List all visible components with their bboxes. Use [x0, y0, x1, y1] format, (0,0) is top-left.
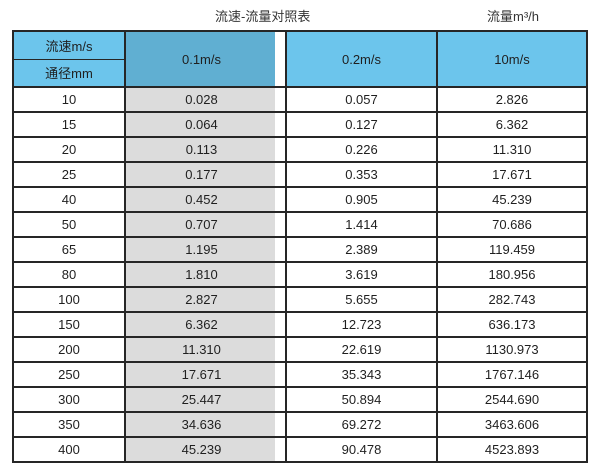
- diameter-cell: 350: [14, 413, 126, 436]
- diameter-cell: 400: [14, 438, 126, 461]
- diameter-cell: 100: [14, 288, 126, 311]
- table-row: 80 1.810 3.619 180.956: [14, 261, 586, 286]
- table-row: 65 1.195 2.389 119.459: [14, 236, 586, 261]
- flow-0-2ms-cell: 0.226: [287, 138, 438, 161]
- flow-10ms-cell: 180.956: [488, 267, 536, 282]
- flow-10ms-cell: 11.310: [492, 142, 532, 157]
- flow-0-1ms-cell: 25.447: [126, 388, 287, 411]
- flow-0-1ms-cell: 0.113: [126, 138, 287, 161]
- table-row: 10 0.028 0.057 2.826: [14, 86, 586, 111]
- table-row: 350 34.636 69.272 3463.606: [14, 411, 586, 436]
- flow-0-2ms-cell: 12.723: [287, 313, 438, 336]
- diameter-cell: 20: [14, 138, 126, 161]
- flow-0-2ms-cell: 22.619: [287, 338, 438, 361]
- flow-10ms-cell: 2.826: [495, 92, 529, 107]
- flow-0-1ms-cell: 0.064: [126, 113, 287, 136]
- flow-10ms-cell: 119.459: [488, 242, 536, 257]
- diameter-cell: 200: [14, 338, 126, 361]
- flow-unit-caption: 流量m³/h: [487, 9, 540, 24]
- flow-0-2ms-cell: 5.655: [287, 288, 438, 311]
- diameter-cell: 10: [14, 88, 126, 111]
- flow-0-2ms-cell: 0.127: [287, 113, 438, 136]
- flow-10ms-cell: 2544.690: [484, 392, 540, 407]
- flow-10ms-cell: 17.671: [492, 167, 532, 182]
- table-row: 300 25.447 50.894 2544.690: [14, 386, 586, 411]
- flow-rate-table: 流速m/s 通径mm 0.1m/s 0.2m/s 10m/s 10 0.028 …: [12, 30, 588, 463]
- flow-10ms-cell: 1767.146: [484, 367, 540, 382]
- diameter-cell: 50: [14, 213, 126, 236]
- table-row: 50 0.707 1.414 70.686: [14, 211, 586, 236]
- diameter-cell: 25: [14, 163, 126, 186]
- flow-10ms-cell: 70.686: [492, 217, 532, 232]
- table-row: 250 17.671 35.343 1767.146: [14, 361, 586, 386]
- flow-0-2ms-cell: 35.343: [287, 363, 438, 386]
- flow-0-2ms-cell: 2.389: [287, 238, 438, 261]
- page-captions: 流速-流量对照表 流量m³/h: [0, 0, 600, 30]
- column-header-0-1ms: 0.1m/s: [126, 32, 287, 86]
- diameter-cell: 15: [14, 113, 126, 136]
- flow-0-2ms-cell: 69.272: [287, 413, 438, 436]
- flow-0-1ms-cell: 0.452: [126, 188, 287, 211]
- column-header-0-2ms: 0.2m/s: [287, 32, 438, 86]
- table-row: 40 0.452 0.905 45.239: [14, 186, 586, 211]
- diameter-cell: 150: [14, 313, 126, 336]
- table-row: 100 2.827 5.655 282.743: [14, 286, 586, 311]
- diameter-cell: 250: [14, 363, 126, 386]
- diameter-header-label: 通径mm: [14, 59, 124, 86]
- table-row: 200 11.310 22.619 1130.973: [14, 336, 586, 361]
- flow-0-1ms-cell: 34.636: [126, 413, 287, 436]
- column-header-10ms: 10m/s: [438, 32, 586, 86]
- flow-0-1ms-cell: 1.810: [126, 263, 287, 286]
- flow-10ms-cell: 45.239: [492, 192, 532, 207]
- flow-0-2ms-cell: 90.478: [287, 438, 438, 461]
- corner-header-cell: 流速m/s 通径mm: [14, 32, 126, 86]
- flow-10ms-cell: 4523.893: [484, 442, 540, 457]
- flow-0-1ms-cell: 1.195: [126, 238, 287, 261]
- flow-0-2ms-cell: 50.894: [287, 388, 438, 411]
- flow-0-1ms-cell: 45.239: [126, 438, 287, 461]
- velocity-header-label: 流速m/s: [14, 32, 124, 60]
- diameter-cell: 40: [14, 188, 126, 211]
- table-body: 10 0.028 0.057 2.826 15 0.064 0.127 6.36…: [14, 86, 586, 461]
- flow-0-1ms-cell: 0.707: [126, 213, 287, 236]
- flow-0-1ms-cell: 0.028: [126, 88, 287, 111]
- table-row: 25 0.177 0.353 17.671: [14, 161, 586, 186]
- flow-0-1ms-cell: 17.671: [126, 363, 287, 386]
- table-row: 15 0.064 0.127 6.362: [14, 111, 586, 136]
- table-title: 流速-流量对照表: [215, 9, 311, 24]
- flow-0-1ms-cell: 0.177: [126, 163, 287, 186]
- table-row: 400 45.239 90.478 4523.893: [14, 436, 586, 461]
- diameter-cell: 80: [14, 263, 126, 286]
- flow-10ms-cell: 6.362: [495, 117, 529, 132]
- flow-10ms-cell: 282.743: [488, 292, 536, 307]
- flow-0-1ms-cell: 11.310: [126, 338, 287, 361]
- flow-0-2ms-cell: 0.353: [287, 163, 438, 186]
- table-header-row: 流速m/s 通径mm 0.1m/s 0.2m/s 10m/s: [14, 32, 586, 86]
- table-row: 150 6.362 12.723 636.173: [14, 311, 586, 336]
- flow-10ms-cell: 3463.606: [484, 417, 540, 432]
- flow-0-2ms-cell: 0.905: [287, 188, 438, 211]
- flow-0-1ms-cell: 6.362: [126, 313, 287, 336]
- table-row: 20 0.113 0.226 11.310: [14, 136, 586, 161]
- flow-0-2ms-cell: 0.057: [287, 88, 438, 111]
- flow-0-2ms-cell: 3.619: [287, 263, 438, 286]
- flow-10ms-cell: 636.173: [488, 317, 536, 332]
- flow-0-1ms-cell: 2.827: [126, 288, 287, 311]
- flow-0-2ms-cell: 1.414: [287, 213, 438, 236]
- flow-10ms-cell: 1130.973: [485, 342, 539, 357]
- diameter-cell: 65: [14, 238, 126, 261]
- diameter-cell: 300: [14, 388, 126, 411]
